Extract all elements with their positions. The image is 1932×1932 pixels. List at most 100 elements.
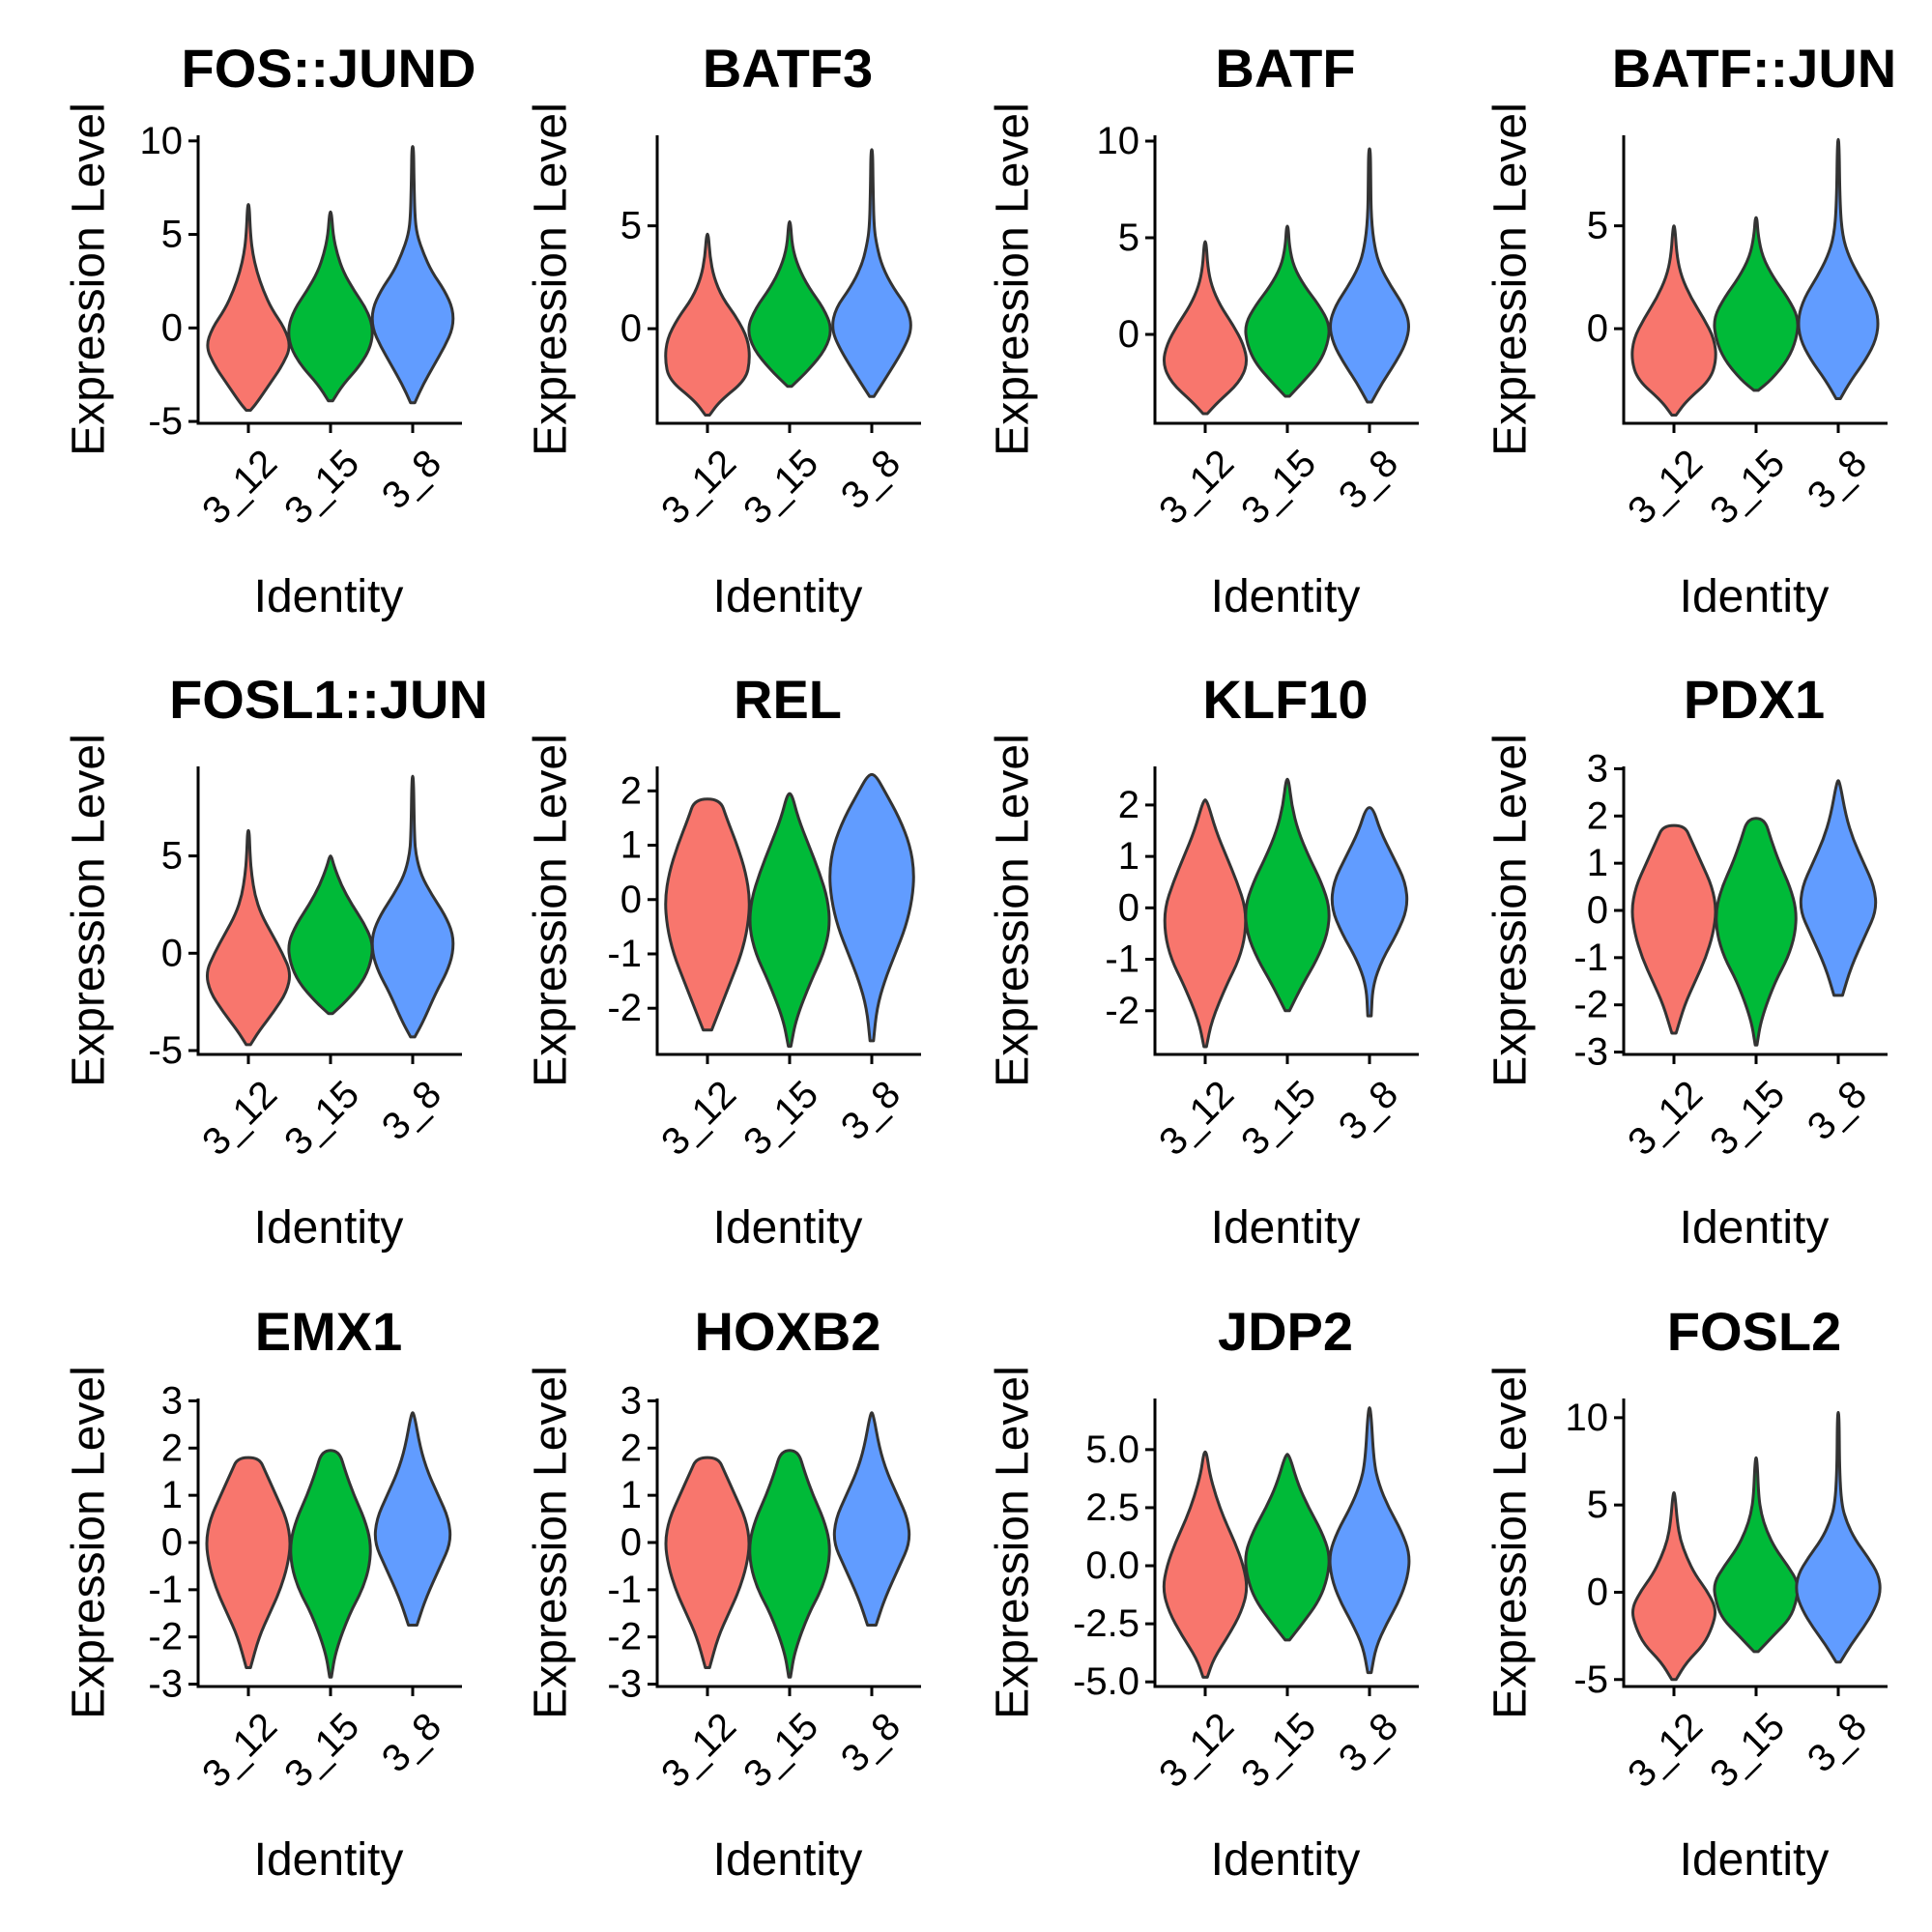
x-tick-label: 3_12 bbox=[1620, 442, 1711, 533]
y-tick-label: 1 bbox=[1118, 835, 1139, 878]
x-axis-title: Identity bbox=[1680, 571, 1830, 622]
violin-3-15 bbox=[1713, 1456, 1800, 1654]
y-tick-label: -2 bbox=[607, 1616, 642, 1658]
y-tick-label: 2 bbox=[620, 1427, 642, 1469]
y-tick-label: -1 bbox=[1105, 938, 1139, 981]
x-tick-label: 3_15 bbox=[1702, 1705, 1793, 1796]
y-tick-label: 5 bbox=[161, 214, 183, 256]
x-axis-title: Identity bbox=[254, 571, 404, 622]
violin-3-12 bbox=[1630, 1491, 1717, 1682]
x-tick-label: 3_15 bbox=[276, 1705, 367, 1796]
x-tick-label: 3_15 bbox=[1233, 1073, 1324, 1164]
x-tick-label: 3_8 bbox=[1331, 1705, 1406, 1780]
y-tick-label: 0 bbox=[161, 1521, 183, 1564]
y-tick-label: 5 bbox=[1587, 1484, 1608, 1526]
panel-6: KLF10 Expression Level Identity 2 1 0 -1 -2 3_12… bbox=[988, 669, 1419, 1254]
violin-3-12 bbox=[1162, 240, 1249, 416]
panel-title: FOS::JUND bbox=[182, 38, 476, 99]
violin-3-12 bbox=[1163, 798, 1248, 1049]
y-tick-label: -1 bbox=[148, 1569, 183, 1611]
y-tick-label: -2 bbox=[1105, 990, 1139, 1032]
violin-3-8 bbox=[1330, 806, 1409, 1018]
y-tick-label: 10 bbox=[1566, 1397, 1609, 1439]
y-axis-title: Expression Level bbox=[988, 102, 1039, 456]
panel-1: BATF3 Expression Level Identity 5 0 3_123_15 3… bbox=[526, 38, 921, 622]
y-axis-title: Expression Level bbox=[988, 734, 1039, 1087]
panel-title: FOSL1::JUN bbox=[169, 669, 488, 730]
y-tick-label: 1 bbox=[1587, 842, 1608, 884]
y-tick-label: 10 bbox=[1097, 120, 1140, 162]
x-axis-title: Identity bbox=[1680, 1834, 1830, 1886]
violin-3-12 bbox=[206, 203, 291, 412]
y-tick-label: 2.5 bbox=[1085, 1486, 1139, 1529]
y-tick-label: 3 bbox=[161, 1379, 183, 1422]
y-tick-label: -3 bbox=[148, 1663, 183, 1706]
x-axis-title: Identity bbox=[254, 1834, 404, 1886]
y-tick-label: 10 bbox=[140, 120, 184, 162]
violin-3-15 bbox=[1244, 224, 1331, 398]
violin-3-8 bbox=[828, 772, 915, 1043]
x-tick-label: 3_8 bbox=[1800, 442, 1875, 517]
x-axis-title: Identity bbox=[1211, 1202, 1361, 1254]
violin-3-8 bbox=[1799, 779, 1878, 997]
x-tick-label: 3_12 bbox=[1151, 1073, 1242, 1164]
y-tick-label: 0 bbox=[161, 932, 183, 974]
y-tick-label: -2 bbox=[607, 987, 642, 1029]
x-axis-title: Identity bbox=[713, 1834, 863, 1886]
y-tick-label: 0 bbox=[161, 306, 183, 349]
y-axis-title: Expression Level bbox=[526, 102, 577, 456]
violin-3-8 bbox=[832, 1411, 911, 1627]
x-tick-label: 3_8 bbox=[374, 1073, 449, 1148]
panel-9: HOXB2 Expression Level Identity 3 2 1 0 -1 -2 -3 3… bbox=[526, 1301, 921, 1886]
x-tick-label: 3_12 bbox=[194, 1073, 285, 1164]
x-tick-label: 3_15 bbox=[1702, 442, 1793, 533]
y-tick-label: 0 bbox=[620, 1521, 642, 1564]
x-tick-label: 3_15 bbox=[735, 1705, 826, 1796]
y-axis-title: Expression Level bbox=[1485, 734, 1537, 1087]
y-tick-label: 1 bbox=[620, 1474, 642, 1516]
panel-title: EMX1 bbox=[255, 1301, 403, 1362]
y-tick-label: 5 bbox=[1118, 216, 1139, 259]
y-tick-label: 5 bbox=[161, 835, 183, 878]
x-tick-label: 3_12 bbox=[194, 1705, 285, 1796]
violin-3-8 bbox=[1329, 147, 1410, 404]
x-tick-label: 3_8 bbox=[1800, 1705, 1875, 1780]
violin-3-12 bbox=[664, 797, 751, 1032]
y-axis-title: Expression Level bbox=[1485, 102, 1537, 456]
violin-3-8 bbox=[1797, 137, 1880, 400]
violin-3-12 bbox=[1630, 823, 1717, 1035]
x-tick-label: 3_15 bbox=[1233, 1705, 1324, 1796]
y-tick-label: -1 bbox=[607, 1569, 642, 1611]
violin-3-8 bbox=[1328, 1406, 1411, 1675]
y-tick-label: 0 bbox=[620, 307, 642, 350]
y-tick-label: -2 bbox=[148, 1616, 183, 1658]
y-tick-label: 5 bbox=[620, 205, 642, 247]
y-tick-label: 2 bbox=[161, 1427, 183, 1469]
panel-title: JDP2 bbox=[1218, 1301, 1353, 1362]
y-tick-label: -2 bbox=[1573, 984, 1608, 1026]
y-tick-label: 2 bbox=[620, 769, 642, 812]
y-tick-label: 0 bbox=[1587, 889, 1608, 932]
x-tick-label: 3_12 bbox=[194, 442, 285, 533]
y-axis-title: Expression Level bbox=[64, 734, 115, 1087]
violin-3-15 bbox=[747, 219, 832, 389]
x-tick-label: 3_12 bbox=[1151, 1705, 1242, 1796]
x-tick-label: 3_15 bbox=[735, 1073, 826, 1164]
y-tick-label: 0.0 bbox=[1085, 1544, 1139, 1587]
x-tick-label: 3_8 bbox=[1331, 442, 1406, 517]
y-tick-label: -3 bbox=[607, 1663, 642, 1706]
violin-3-15 bbox=[287, 210, 374, 403]
violin-3-12 bbox=[664, 1456, 751, 1669]
panel-title: BATF3 bbox=[703, 38, 873, 99]
y-tick-label: 0 bbox=[1587, 1571, 1608, 1613]
y-tick-label: 3 bbox=[1587, 747, 1608, 790]
x-tick-label: 3_12 bbox=[653, 442, 744, 533]
x-tick-label: 3_12 bbox=[653, 1073, 744, 1164]
y-tick-label: 5.0 bbox=[1085, 1428, 1139, 1471]
y-axis-title: Expression Level bbox=[526, 1366, 577, 1719]
y-axis-title: Expression Level bbox=[64, 102, 115, 456]
violin-3-8 bbox=[1795, 1410, 1882, 1664]
panel-2: BATF Expression Level Identity 10 5 0 3_123_15… bbox=[988, 38, 1419, 622]
